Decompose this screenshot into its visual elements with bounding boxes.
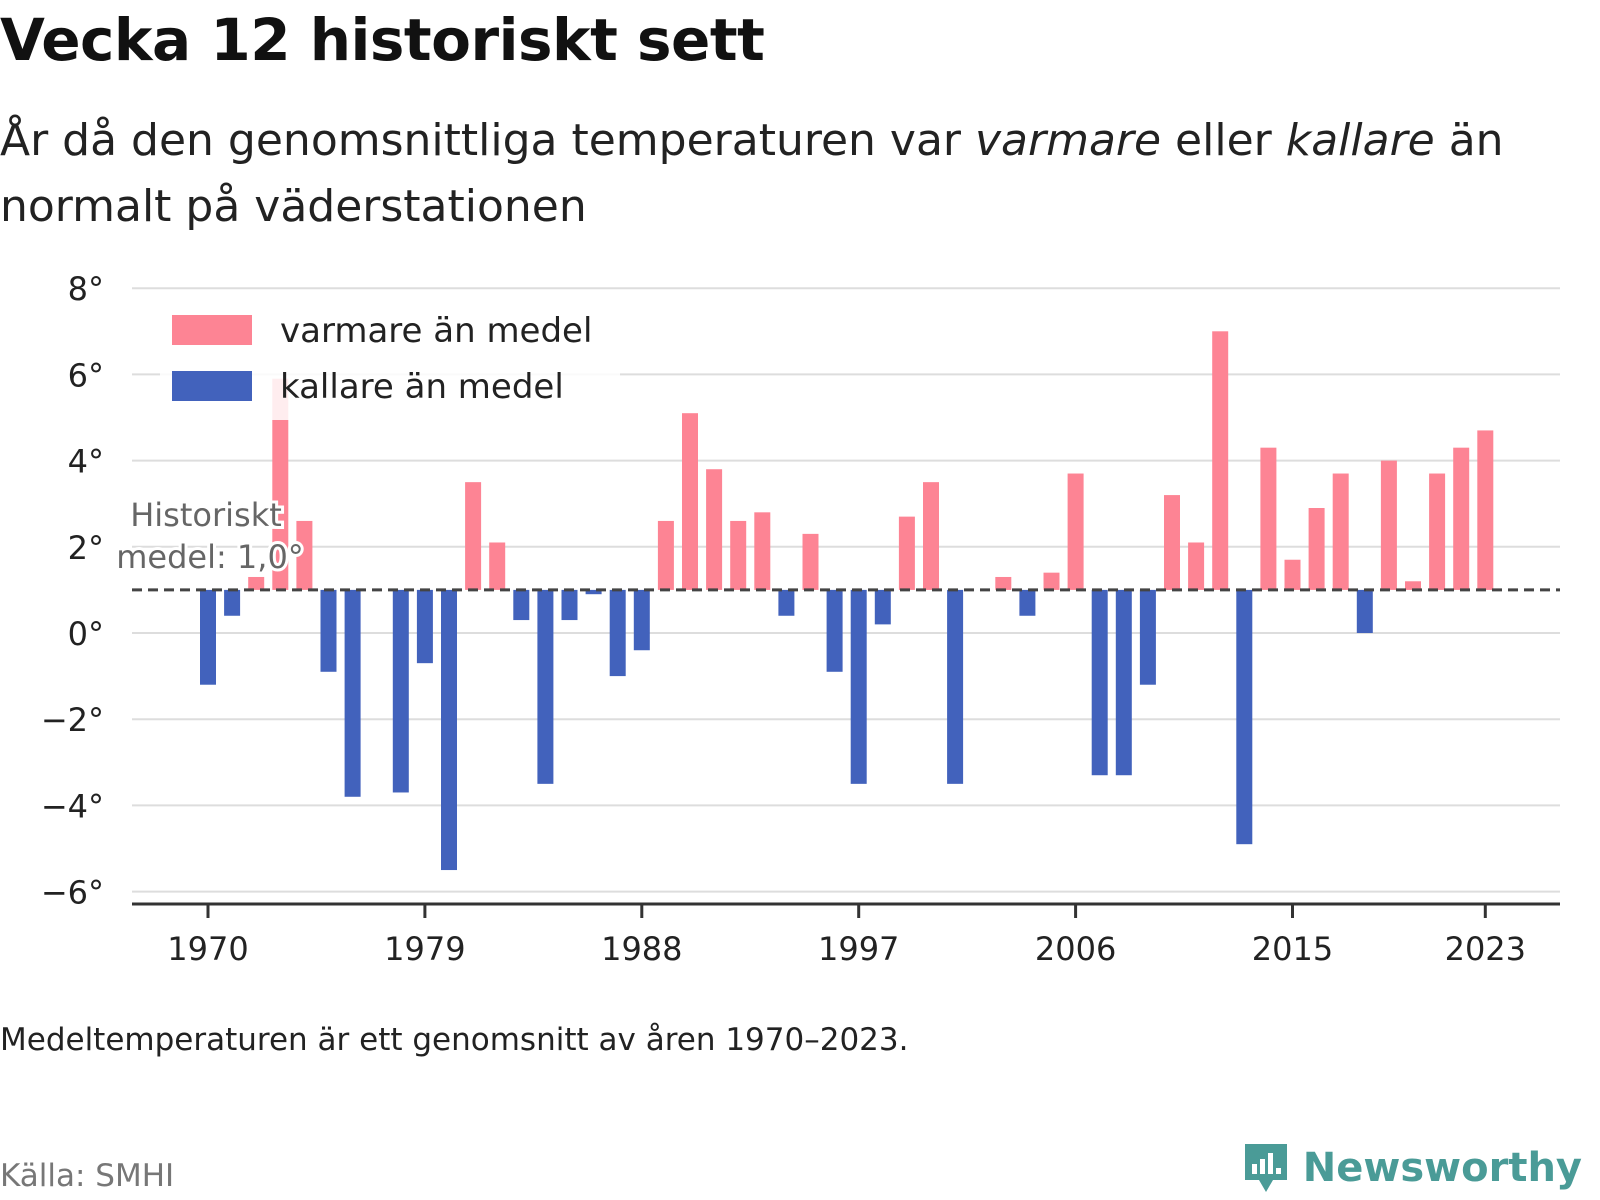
mean-label-line1: Historiskt xyxy=(130,496,282,534)
subtitle-text: än normalt på väderstationen xyxy=(0,115,1504,232)
bar-warm xyxy=(1405,581,1421,590)
y-tick-label: −2° xyxy=(41,701,104,739)
subtitle-text: eller xyxy=(1161,115,1286,166)
bar-warm xyxy=(1043,572,1060,590)
bar-warm xyxy=(730,520,747,590)
x-tick-label: 1970 xyxy=(167,930,248,968)
bar-cold xyxy=(947,589,964,784)
bar-warm xyxy=(248,576,265,590)
temperature-bar-chart: 8° 6° 4° 2° 0° −2° −4° −6° 1970 1979 1988 1997 2006… xyxy=(41,270,1560,968)
brand-logo: Newsworthy xyxy=(1241,1140,1582,1196)
legend-label-warm: varmare än medel xyxy=(280,311,592,351)
x-tick-label: 2006 xyxy=(1035,930,1116,968)
bar-cold xyxy=(1019,589,1036,616)
source-credit: Källa: SMHI xyxy=(0,1158,175,1194)
y-tick-label: 8° xyxy=(68,270,104,308)
y-tick-label: 2° xyxy=(68,529,104,567)
chart-note: Medeltemperaturen är ett genomsnitt av å… xyxy=(0,1022,909,1058)
bar-warm xyxy=(489,542,506,590)
mean-line-group: Historiskt medel: 1,0° xyxy=(113,493,1560,592)
x-axis: 1970 1979 1988 1997 2006 2015 2023 xyxy=(132,902,1560,968)
subtitle-cold-word: kallare xyxy=(1285,115,1435,166)
bar-cold xyxy=(585,589,602,595)
bars xyxy=(200,331,1494,871)
y-tick-label: −6° xyxy=(41,874,104,912)
bar-warm xyxy=(1380,460,1397,590)
bar-warm xyxy=(272,378,289,590)
bar-warm xyxy=(465,482,482,590)
bar-warm xyxy=(1188,542,1205,590)
bar-cold xyxy=(320,589,337,672)
subtitle-warm-word: varmare xyxy=(974,115,1162,166)
chart-title: Vecka 12 historiskt sett xyxy=(0,6,765,74)
x-tick-label: 1997 xyxy=(818,930,899,968)
newsworthy-logo-icon xyxy=(1244,1144,1287,1192)
bar-cold xyxy=(561,589,578,621)
bar-cold xyxy=(513,589,530,621)
legend: varmare än medel kallare än medel xyxy=(160,300,620,420)
bar-cold xyxy=(874,589,891,625)
bar-cold xyxy=(200,589,216,685)
bar-warm xyxy=(682,413,698,590)
bar-warm xyxy=(1453,447,1470,590)
y-tick-label: 0° xyxy=(68,615,104,653)
legend-swatch-warm xyxy=(172,315,252,345)
brand-name: Newsworthy xyxy=(1302,1145,1582,1191)
bar-cold xyxy=(1356,589,1373,633)
bar-warm xyxy=(706,469,723,590)
y-tick-label: 6° xyxy=(68,356,104,394)
bar-warm xyxy=(898,516,915,590)
y-axis-tick-labels: 8° 6° 4° 2° 0° −2° −4° −6° xyxy=(41,270,104,911)
bar-cold xyxy=(537,589,554,784)
bar-warm xyxy=(1429,473,1446,590)
legend-swatch-cold xyxy=(172,371,252,401)
bar-warm xyxy=(754,512,771,590)
y-tick-label: −4° xyxy=(41,787,104,825)
bar-cold xyxy=(441,589,457,871)
bar-warm xyxy=(923,482,939,590)
bar-cold xyxy=(344,589,361,797)
bar-cold xyxy=(850,589,867,784)
chart-subtitle: År då den genomsnittliga temperaturen va… xyxy=(0,108,1560,240)
bar-warm xyxy=(1164,495,1180,590)
x-tick-label: 2023 xyxy=(1445,930,1526,968)
bar-cold xyxy=(1236,589,1253,845)
bar-warm xyxy=(1212,331,1229,590)
bar-warm xyxy=(1477,430,1494,590)
bar-cold xyxy=(392,589,409,793)
bar-warm xyxy=(1308,508,1325,590)
bar-cold xyxy=(416,589,433,664)
y-tick-label: 4° xyxy=(68,443,104,481)
bar-cold xyxy=(778,589,795,616)
bar-warm xyxy=(1067,473,1084,590)
mean-label-line2: medel: 1,0° xyxy=(116,538,304,576)
bar-warm xyxy=(995,576,1012,590)
bar-warm xyxy=(1284,559,1301,590)
bar-warm xyxy=(802,533,819,590)
bar-cold xyxy=(1091,589,1108,776)
bar-cold xyxy=(1115,589,1132,776)
subtitle-text: År då den genomsnittliga temperaturen va… xyxy=(0,115,975,166)
bar-warm xyxy=(1260,447,1277,590)
x-tick-label: 1988 xyxy=(601,930,682,968)
bar-warm xyxy=(657,520,674,590)
bar-cold xyxy=(633,589,650,651)
x-tick-label: 2015 xyxy=(1252,930,1333,968)
bar-warm xyxy=(1332,473,1349,590)
bar-warm xyxy=(296,520,313,590)
bar-cold xyxy=(224,589,241,616)
bar-cold xyxy=(609,589,626,677)
x-tick-label: 1979 xyxy=(384,930,465,968)
bar-cold xyxy=(826,589,843,672)
legend-label-cold: kallare än medel xyxy=(280,367,564,407)
bar-cold xyxy=(1139,589,1156,685)
